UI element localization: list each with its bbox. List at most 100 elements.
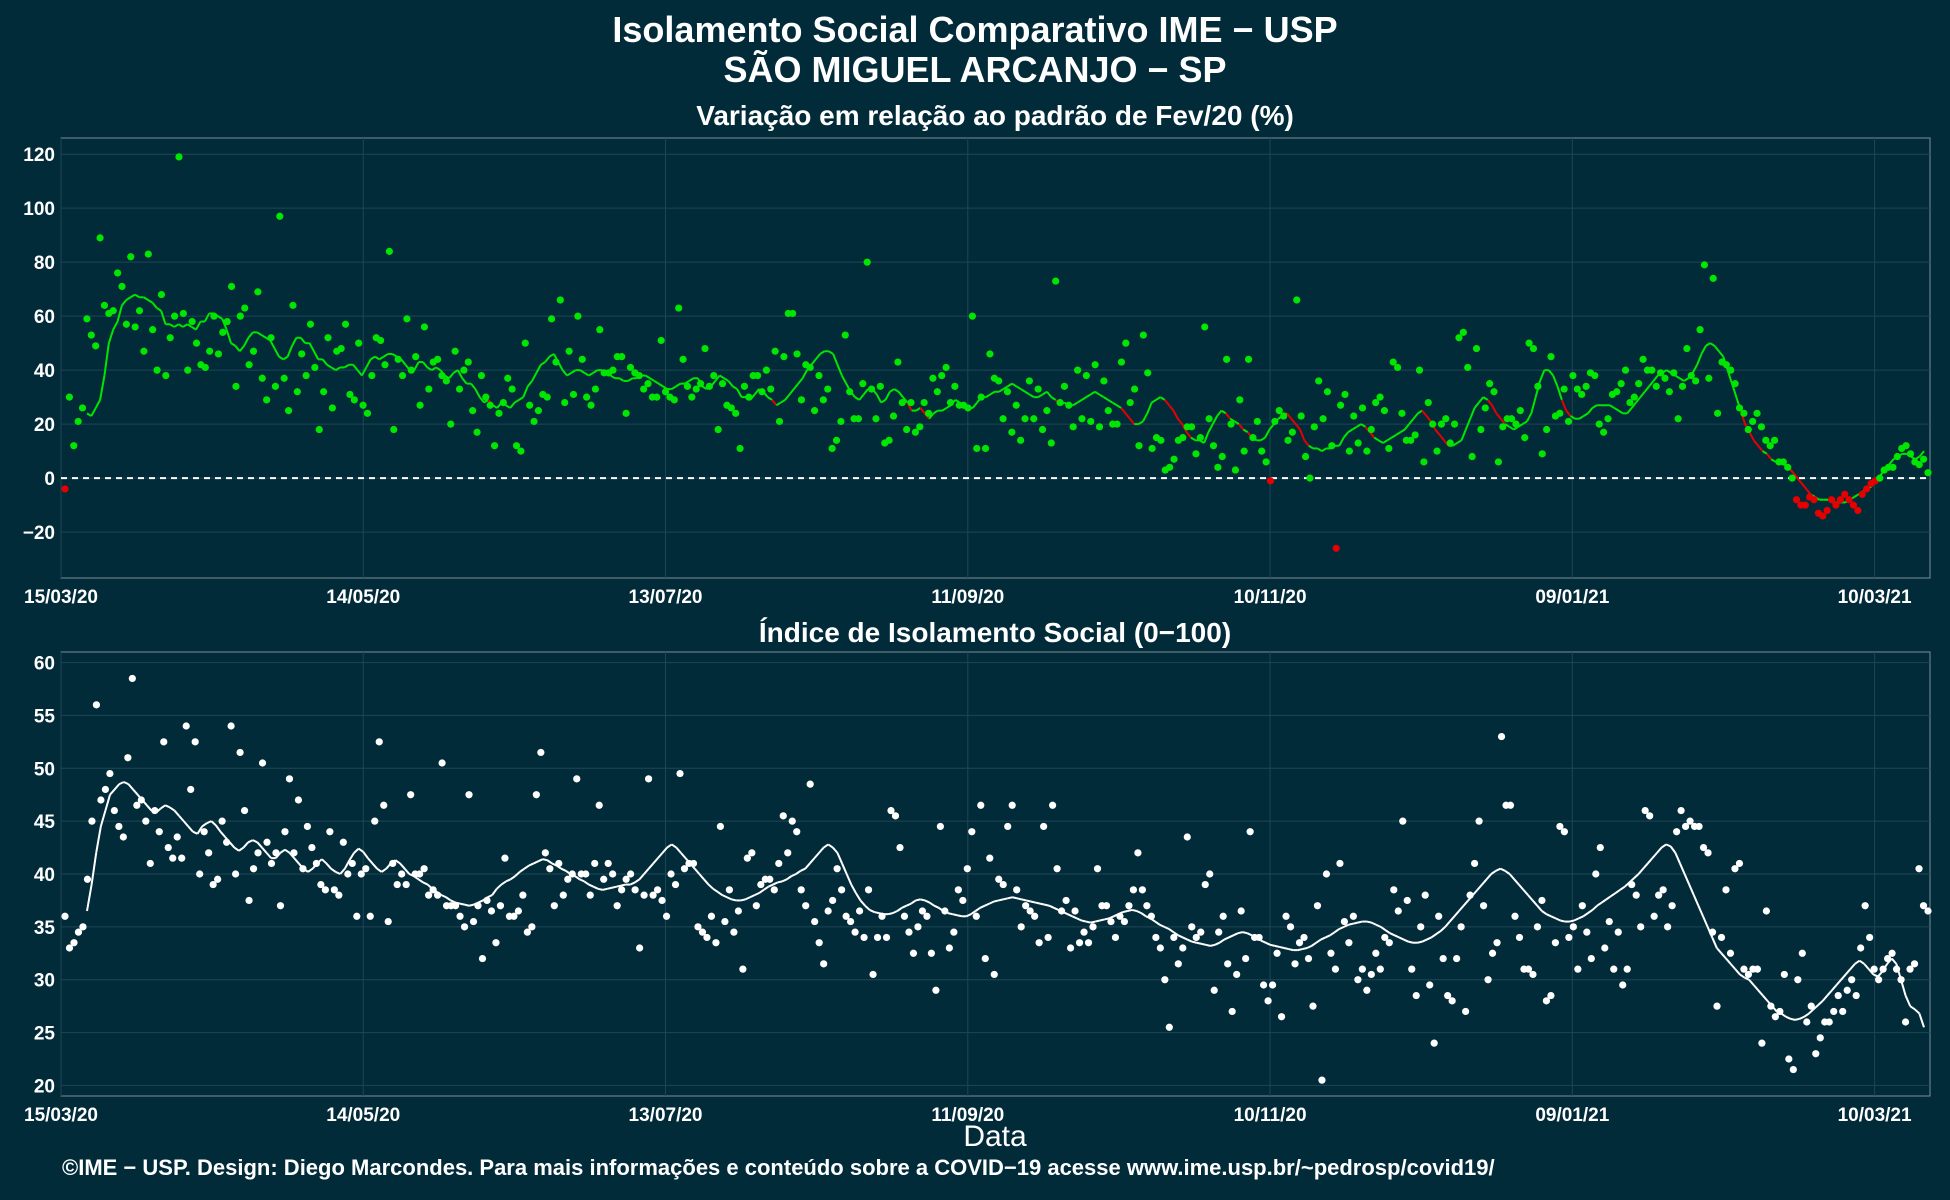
data-point	[83, 875, 92, 883]
moving-average-segment	[1142, 412, 1149, 422]
data-point	[1753, 409, 1761, 417]
moving-average-segment	[1024, 390, 1031, 396]
moving-average-segment	[781, 878, 788, 883]
moving-average-segment	[422, 881, 429, 886]
data-point	[1708, 928, 1717, 936]
moving-average-segment	[1500, 867, 1506, 872]
moving-average-segment	[719, 374, 725, 380]
moving-average-segment	[1453, 910, 1460, 917]
data-point	[528, 923, 536, 931]
data-point	[1310, 423, 1318, 431]
data-point	[1223, 355, 1231, 363]
data-point	[1825, 1018, 1833, 1026]
data-point	[541, 849, 549, 857]
data-point	[350, 396, 358, 404]
moving-average-segment	[1803, 1012, 1810, 1018]
moving-average-segment	[1570, 415, 1576, 420]
data-point	[846, 388, 854, 396]
moving-average-segment	[1360, 423, 1367, 428]
data-point	[1744, 970, 1753, 979]
data-point	[101, 785, 110, 794]
data-point	[191, 738, 199, 746]
data-point	[1187, 423, 1196, 431]
moving-average-segment	[313, 350, 320, 360]
data-point	[355, 339, 363, 347]
x-tick-label: 09/01/21	[1535, 587, 1609, 608]
moving-average-segment	[1380, 926, 1386, 931]
data-point	[1345, 447, 1353, 455]
data-point	[398, 870, 406, 878]
data-point	[609, 366, 617, 374]
moving-average-segment	[841, 863, 848, 875]
moving-average-segment	[1643, 385, 1650, 393]
data-point	[1515, 933, 1524, 942]
data-point	[847, 917, 855, 926]
moving-average-segment	[579, 878, 585, 883]
moving-average-segment	[753, 388, 760, 396]
moving-average-segment	[570, 369, 577, 374]
moving-average-segment	[121, 299, 128, 306]
moving-average-segment	[1107, 398, 1113, 404]
data-point	[258, 759, 267, 767]
moving-average-segment	[1854, 959, 1861, 965]
data-point	[1318, 1076, 1326, 1084]
moving-average-segment	[836, 852, 843, 864]
data-point	[941, 907, 949, 915]
data-point	[187, 785, 195, 794]
data-point	[640, 891, 648, 899]
data-point	[916, 423, 924, 431]
moving-average-segment	[1539, 369, 1546, 382]
data-point	[245, 361, 253, 369]
data-point	[1161, 976, 1169, 984]
moving-average-segment	[217, 315, 223, 320]
data-point	[344, 870, 352, 878]
moving-average-segment	[1718, 350, 1725, 358]
data-point	[1233, 970, 1241, 979]
moving-average-segment	[910, 899, 917, 905]
moving-average-segment	[228, 841, 236, 849]
data-point	[1040, 822, 1048, 831]
moving-average-segment	[201, 822, 208, 828]
data-point	[1617, 380, 1625, 388]
data-point	[894, 358, 902, 366]
data-point	[1569, 923, 1577, 931]
moving-average-segment	[804, 862, 811, 870]
moving-average-segment	[491, 888, 498, 896]
data-point	[689, 859, 698, 868]
moving-average-segment	[675, 382, 681, 388]
data-point	[115, 822, 123, 831]
data-point	[200, 828, 208, 836]
data-point	[1858, 490, 1866, 498]
data-point	[1056, 398, 1064, 407]
moving-average-segment	[1334, 928, 1340, 933]
data-point	[574, 312, 582, 320]
data-point	[1722, 361, 1730, 369]
moving-average-segment	[767, 396, 773, 401]
data-point	[245, 896, 253, 905]
moving-average-segment	[1395, 431, 1401, 436]
data-point	[335, 891, 343, 899]
moving-average-segment	[657, 852, 664, 859]
moving-average-segment	[182, 323, 188, 328]
moving-average-segment	[790, 873, 797, 878]
moving-average-segment	[915, 407, 921, 412]
index-panel: 15/03/20 14/05/20 13/07/20 11/09/20 10/11/20…	[24, 651, 1932, 1126]
moving-average-segment	[1633, 873, 1640, 879]
data-point	[1174, 960, 1182, 968]
data-point	[1201, 323, 1209, 331]
data-point	[1843, 986, 1851, 994]
data-point	[1626, 398, 1634, 407]
moving-average-segment	[956, 914, 962, 918]
moving-average-segment	[1399, 428, 1406, 434]
data-point	[508, 385, 516, 393]
data-point	[128, 674, 136, 683]
moving-average-segment	[775, 401, 782, 407]
data-point	[214, 350, 223, 358]
moving-average-segment	[1591, 404, 1598, 409]
data-point	[1372, 398, 1380, 407]
data-point	[1920, 455, 1928, 463]
moving-average-segment	[1103, 396, 1109, 401]
data-point	[227, 722, 235, 730]
moving-average-segment	[1229, 417, 1236, 423]
data-point	[1417, 923, 1425, 931]
